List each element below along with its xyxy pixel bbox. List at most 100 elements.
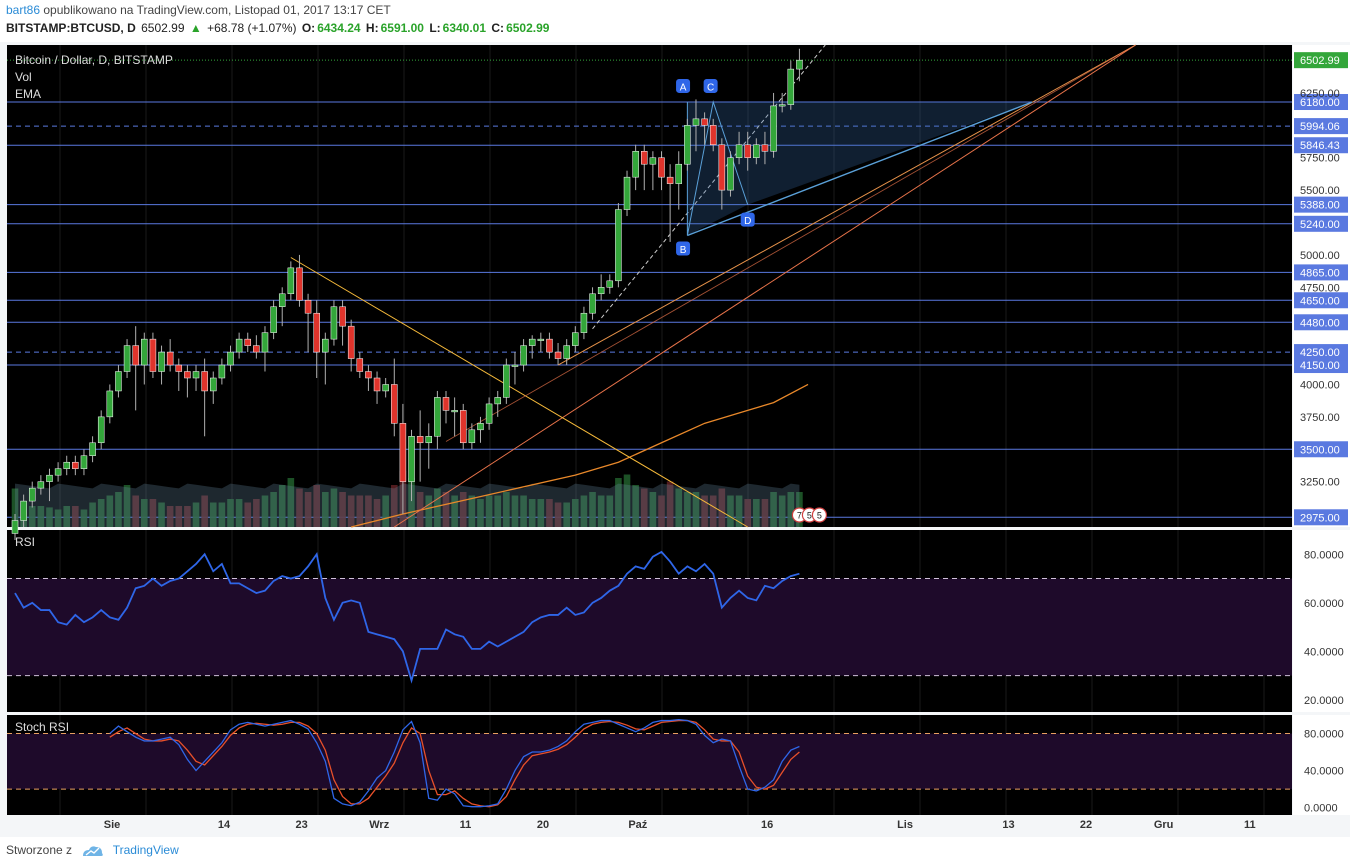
volume-bar [106,495,114,527]
candle-up [735,144,743,158]
tradingview-logo-icon [83,846,104,856]
volume-bar [546,499,553,527]
candle-up [580,312,588,333]
candle-up [54,468,62,476]
candle-down [296,267,303,301]
candle-up [796,59,803,70]
open-value: 6434.24 [317,21,361,35]
volume-bar [537,499,545,527]
candle-down [399,423,407,482]
stoch-axis-label: 0.0000 [1304,803,1338,815]
volume-bar [442,492,450,527]
volume-bar [511,495,519,527]
rsi-axis-label: 60.0000 [1304,598,1344,610]
candle-up [468,429,476,444]
candle-up [115,371,122,392]
author-link[interactable]: bart86 [6,3,41,17]
last-price-tag [1294,52,1348,69]
volume-bar [89,502,96,527]
publish-line: bart86 opublikowano na TradingView.com, … [6,3,391,17]
volume-bar [727,495,734,527]
candle-down [718,144,726,191]
volume-bar [425,495,433,527]
tradingview-link[interactable]: TradingView [112,843,179,857]
price-change: +68.78 (+1.07%) [207,21,297,35]
candle-up [28,487,36,502]
candle-up [287,267,295,295]
volume-bar [382,495,389,527]
volume-bar [451,495,458,527]
volume-bar [54,509,62,527]
volume-bar [597,495,605,527]
time-axis-label: 14 [218,819,231,831]
time-axis-label: 22 [1080,819,1092,831]
volume-bar [278,485,286,527]
pattern-label-text: D [744,216,751,227]
candle-down [339,306,346,327]
candle-up [684,125,691,165]
rising-trendline-long [394,44,1136,528]
volume-bar [615,478,622,527]
candle-up [494,397,501,405]
volume-bar [701,495,708,527]
candle-up [37,481,45,489]
pattern-label-b [676,241,691,256]
pattern-label-text: C [707,82,714,93]
volume-bar [572,499,579,527]
candle-up [753,144,760,158]
last-price: 6502.99 [141,21,185,35]
rsi-axis-label: 80.0000 [1304,549,1344,561]
volume-bar [80,509,88,527]
candle-up [520,345,527,366]
pattern-label-c [703,78,718,93]
event-badge-text: 5 [807,511,812,521]
high-label: H: [365,21,379,35]
volume-bar [649,492,657,527]
price-axis-label: 4000.00 [1300,379,1340,391]
volume-bar [227,499,234,527]
candle-down [253,345,260,353]
rsi-line [14,550,800,684]
candle-down [744,144,751,158]
volume-bar [503,492,510,527]
vol-indicator-label: Vol [15,70,32,84]
candle-up [675,163,682,184]
volume-bar [149,499,157,527]
candle-up [727,157,734,191]
time-axis-label: 11 [1244,819,1256,831]
volume-bar [296,488,303,527]
stoch-band-fill [7,733,1292,790]
rsi-axis-label: 20.0000 [1304,695,1344,707]
time-axis-label: 16 [761,819,773,831]
candle-down [166,351,174,366]
volume-bar [477,499,484,527]
volume-bar [287,478,295,527]
price-axis-label: 4865.00 [1300,267,1340,279]
candle-up [425,436,433,444]
price-axis-label: 4150.00 [1300,360,1340,372]
candle-up [227,351,234,366]
created-with-label: Stworzone z [6,843,73,857]
volume-bar [72,506,79,527]
price-axis-label: 3500.00 [1300,444,1340,456]
publish-info: opublikowano na TradingView.com, Listopa… [43,3,391,17]
volume-bar [201,495,208,527]
volume-bar [606,495,614,527]
level-price-tag [1294,344,1348,361]
volume-bar [261,495,269,527]
time-axis-label: 13 [1002,819,1014,831]
rsi-pane-axis [1293,530,1350,712]
time-axis-label: Lis [897,819,913,831]
volume-bar [666,481,674,527]
volume-bar [520,495,527,527]
support-trendline [445,44,1136,442]
candle-up [330,306,338,340]
volume-bar [347,495,355,527]
volume-bar [554,502,562,527]
volume-bar [675,488,683,527]
volume-bar [158,502,165,527]
symbol-label: BITSTAMP:BTCUSD, D [6,21,136,35]
price-axis-label: 3750.00 [1300,412,1340,424]
volume-bar [123,485,131,527]
